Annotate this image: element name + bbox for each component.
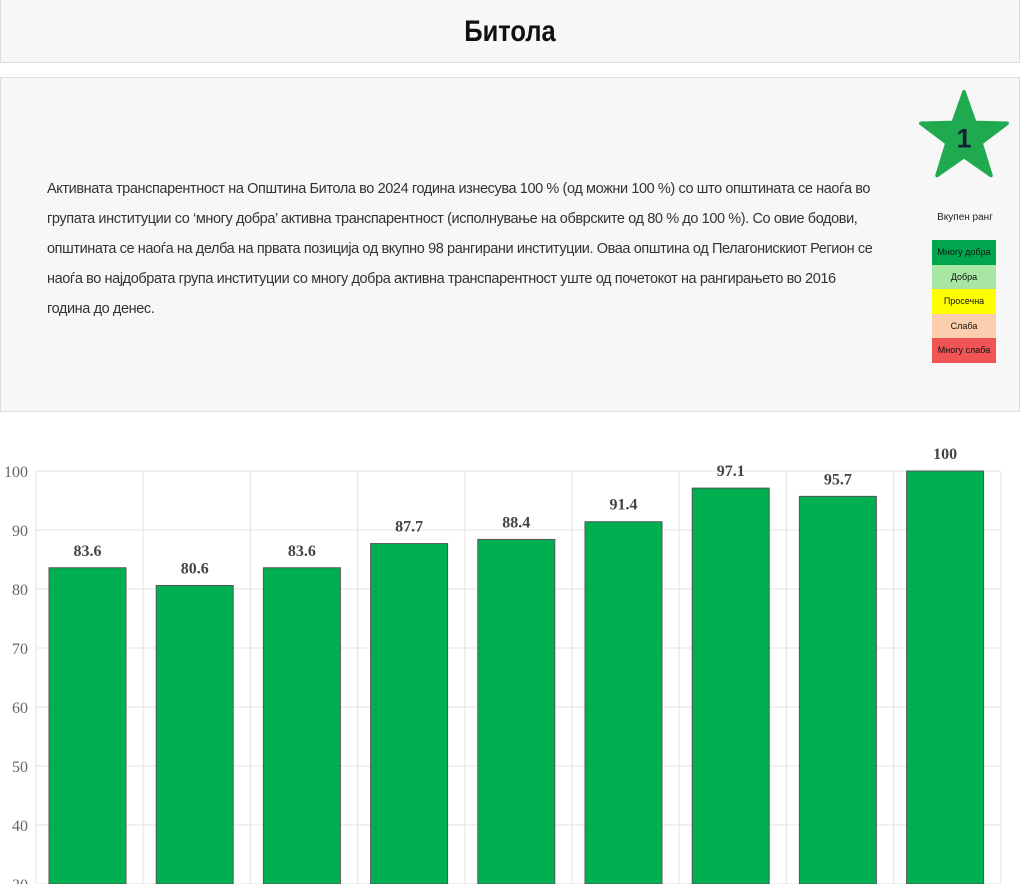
y-tick-label: 50: [12, 759, 28, 776]
bar: [370, 543, 449, 884]
bar: [477, 538, 556, 884]
bar: [155, 584, 234, 884]
bar-value-label: 100: [933, 446, 957, 463]
page-title: Битола: [464, 15, 556, 48]
bar: [798, 495, 877, 884]
bar-value-label: 88.4: [502, 514, 530, 531]
legend-item: Добра: [932, 264, 996, 289]
y-tick-label: 70: [12, 641, 28, 658]
bar-value-label: 91.4: [610, 497, 638, 514]
y-tick-label: 60: [12, 700, 28, 717]
title-box: Битола: [0, 0, 1020, 63]
bar-value-label: 97.1: [717, 463, 745, 480]
bar-value-label: 95.7: [824, 471, 852, 488]
bar-chart: 30 40 50 60 70 80 90 100 83.6 80.6 83.6 87.7 88.4 91.…: [4, 446, 1002, 884]
bar: [691, 487, 770, 884]
legend-item: Слаба: [932, 313, 996, 338]
rank-label: Вкупен ранг: [937, 212, 993, 223]
rank-star-icon: 1: [919, 90, 1009, 178]
rating-legend: Многу добра Добра Просечна Слаба Многу с…: [932, 240, 996, 363]
bar: [48, 567, 127, 884]
bar: [584, 521, 663, 884]
info-box: Активната транспарентност на Општина Бит…: [0, 77, 1020, 412]
bar-value-label: 83.6: [288, 543, 316, 560]
bar: [262, 567, 341, 884]
y-tick-label: 40: [12, 818, 28, 835]
legend-item: Многу слаба: [932, 338, 996, 363]
bar: [906, 470, 985, 884]
rank-value: 1: [956, 124, 971, 154]
y-tick-label: 90: [12, 523, 28, 540]
legend-item: Просечна: [932, 289, 996, 314]
description-text: Активната транспарентност на Општина Бит…: [47, 181, 873, 317]
bar-value-label: 80.6: [181, 560, 209, 577]
y-tick-label: 100: [4, 464, 28, 481]
bar-value-label: 87.7: [395, 519, 423, 536]
bar-value-label: 83.6: [74, 543, 102, 560]
y-tick-label: 80: [12, 582, 28, 599]
legend-item: Многу добра: [932, 240, 996, 265]
y-tick-label: 30: [12, 877, 28, 884]
